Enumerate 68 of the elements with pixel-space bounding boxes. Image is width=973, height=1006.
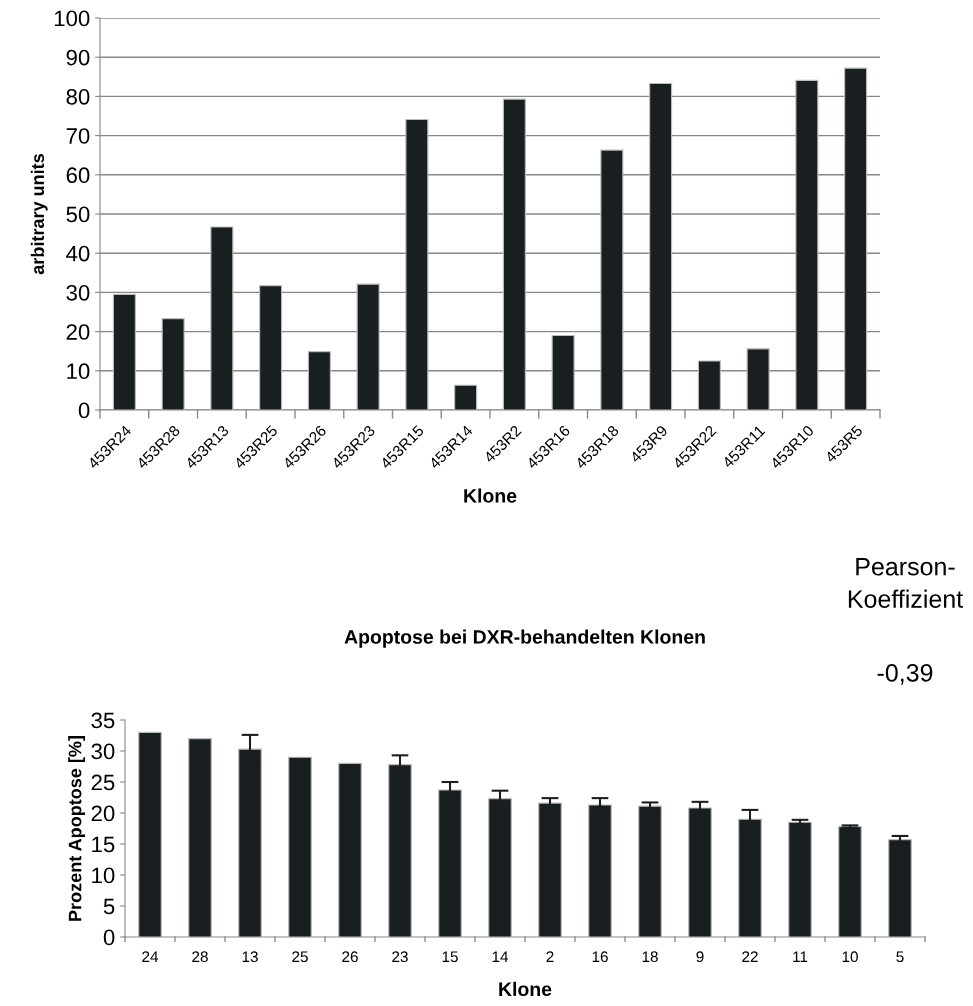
x-tick-label: 25 (292, 951, 308, 963)
y-tick-label: 20 (91, 805, 115, 822)
x-tick-label: 2 (546, 951, 554, 962)
x-tick-label: 18 (642, 951, 658, 963)
x-tick-label: 5 (896, 951, 904, 963)
y-tick-label: 35 (91, 712, 115, 729)
bar (259, 285, 283, 410)
chart-title: Apoptose bei DXR-behandelten Klonen (344, 629, 705, 648)
y-axis-title: Prozent Apoptose [%] (68, 736, 86, 921)
y-tick-label: 30 (66, 284, 90, 301)
bar (697, 360, 721, 410)
y-tick-label: 30 (91, 743, 115, 760)
bar (210, 226, 234, 410)
bar (888, 839, 912, 937)
bar (405, 118, 429, 410)
y-tick-label: 100 (54, 10, 90, 27)
bar (138, 731, 162, 937)
x-tick-label: 24 (142, 951, 159, 962)
x-tick-label: 13 (242, 951, 258, 963)
bar (551, 334, 575, 410)
bar (600, 149, 624, 410)
bar (454, 384, 478, 410)
bar (112, 293, 136, 410)
bar (844, 67, 868, 410)
bar (188, 738, 212, 937)
y-tick-label: 0 (78, 402, 90, 419)
x-tick-label: 14 (492, 951, 509, 962)
y-axis-title: arbitrary units (30, 154, 48, 275)
bar (795, 79, 819, 410)
bar (161, 318, 185, 410)
x-axis-title: Klone (464, 488, 517, 503)
bar (788, 821, 812, 937)
y-tick-label: 40 (66, 245, 90, 262)
y-tick-label: 90 (66, 49, 90, 66)
y-tick-label: 0 (103, 929, 115, 946)
x-tick-label: 15 (442, 951, 458, 963)
y-tick-label: 5 (103, 898, 115, 915)
text: Pearson- Koeffizient (848, 558, 963, 608)
x-tick-label: 28 (192, 951, 208, 963)
bar (638, 805, 662, 937)
x-tick-label: 11 (793, 951, 808, 962)
bar (649, 82, 673, 410)
x-tick-label: 10 (842, 951, 858, 963)
bar (746, 348, 770, 410)
x-tick-label: 16 (592, 951, 608, 963)
y-tick-label: 25 (91, 774, 115, 791)
bar (688, 807, 712, 937)
x-tick-label: 9 (696, 951, 704, 963)
bar (307, 351, 331, 410)
bar (502, 98, 526, 410)
y-tick-label: 20 (66, 324, 90, 340)
x-tick-label: 23 (392, 951, 408, 963)
y-tick-label: 10 (67, 363, 90, 380)
y-tick-label: 10 (92, 867, 115, 884)
y-tick-label: 15 (92, 836, 115, 853)
bar (838, 826, 862, 937)
y-tick-label: 70 (66, 128, 90, 144)
bar (288, 756, 312, 937)
bar (538, 802, 562, 937)
text: -0,39 (877, 664, 933, 685)
x-axis-title: Klone (499, 981, 552, 997)
y-tick-label: 50 (66, 206, 90, 223)
bar (356, 283, 380, 410)
x-tick-label: 26 (342, 951, 358, 963)
y-tick-label: 60 (66, 167, 90, 184)
y-tick-label: 80 (66, 88, 90, 105)
x-tick-label: 22 (742, 951, 758, 962)
bar (338, 762, 362, 937)
